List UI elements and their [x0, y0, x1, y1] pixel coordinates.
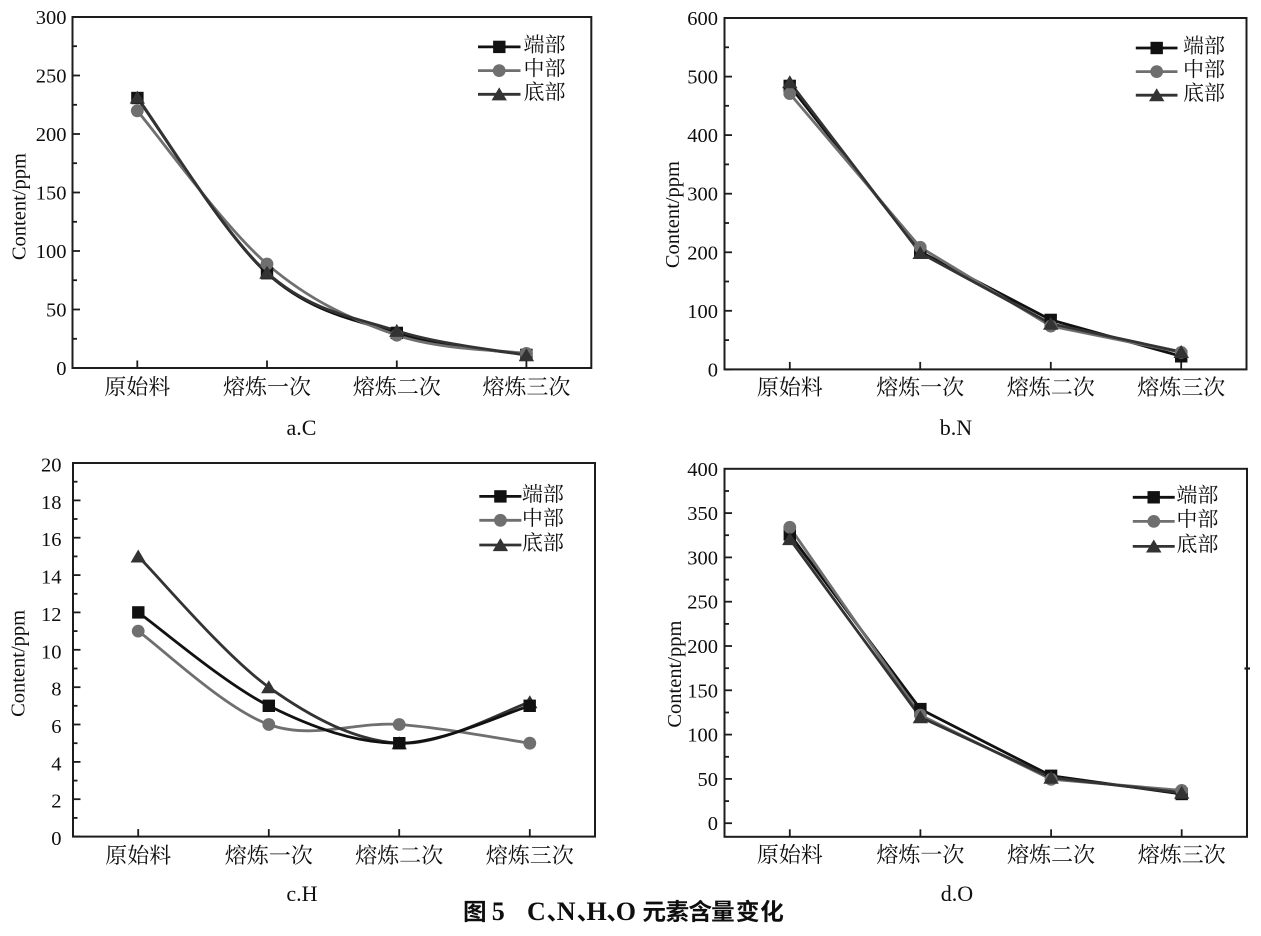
svg-text:20: 20: [41, 455, 62, 477]
svg-text:Content/ppm: Content/ppm: [662, 161, 684, 268]
svg-text:4: 4: [51, 753, 61, 775]
svg-text:150: 150: [687, 680, 718, 702]
svg-text:250: 250: [687, 592, 718, 614]
svg-text:Content/ppm: Content/ppm: [664, 621, 686, 728]
svg-text:C: C: [527, 897, 546, 926]
svg-text:d.O: d.O: [941, 881, 973, 906]
svg-text:2: 2: [51, 791, 61, 813]
svg-text:100: 100: [687, 725, 718, 747]
svg-text:200: 200: [687, 636, 718, 658]
svg-text:150: 150: [36, 183, 67, 205]
svg-text:200: 200: [687, 242, 718, 264]
svg-text:b.N: b.N: [940, 415, 973, 440]
svg-text:8: 8: [51, 679, 61, 701]
svg-text:6: 6: [51, 716, 61, 738]
svg-text:600: 600: [687, 8, 718, 30]
svg-text:O: O: [616, 897, 636, 926]
svg-text:400: 400: [687, 125, 718, 147]
svg-text:N: N: [557, 897, 576, 926]
svg-text:50: 50: [698, 769, 719, 791]
svg-text:100: 100: [687, 301, 718, 323]
svg-text:350: 350: [687, 503, 718, 525]
svg-text:Content/ppm: Content/ppm: [8, 610, 30, 717]
svg-text:50: 50: [46, 300, 67, 322]
svg-text:14: 14: [41, 567, 62, 589]
svg-text:Content/ppm: Content/ppm: [9, 153, 31, 260]
svg-text:0: 0: [56, 358, 66, 380]
svg-text:10: 10: [41, 641, 62, 663]
svg-text:200: 200: [36, 124, 67, 146]
svg-text:400: 400: [687, 459, 718, 481]
svg-text:H: H: [587, 897, 607, 926]
svg-text:5: 5: [492, 897, 505, 926]
svg-text:100: 100: [36, 241, 67, 263]
svg-text:250: 250: [36, 66, 67, 88]
svg-text:0: 0: [51, 828, 61, 850]
svg-text:c.H: c.H: [286, 881, 317, 906]
svg-text:16: 16: [41, 529, 62, 551]
svg-text:300: 300: [687, 547, 718, 569]
svg-text:a.C: a.C: [287, 415, 317, 440]
svg-text:0: 0: [708, 813, 718, 835]
svg-text:18: 18: [41, 492, 62, 514]
svg-text:12: 12: [41, 604, 62, 626]
svg-text:300: 300: [36, 7, 67, 29]
svg-text:0: 0: [708, 359, 718, 381]
svg-text:300: 300: [687, 184, 718, 206]
svg-text:500: 500: [687, 67, 718, 89]
